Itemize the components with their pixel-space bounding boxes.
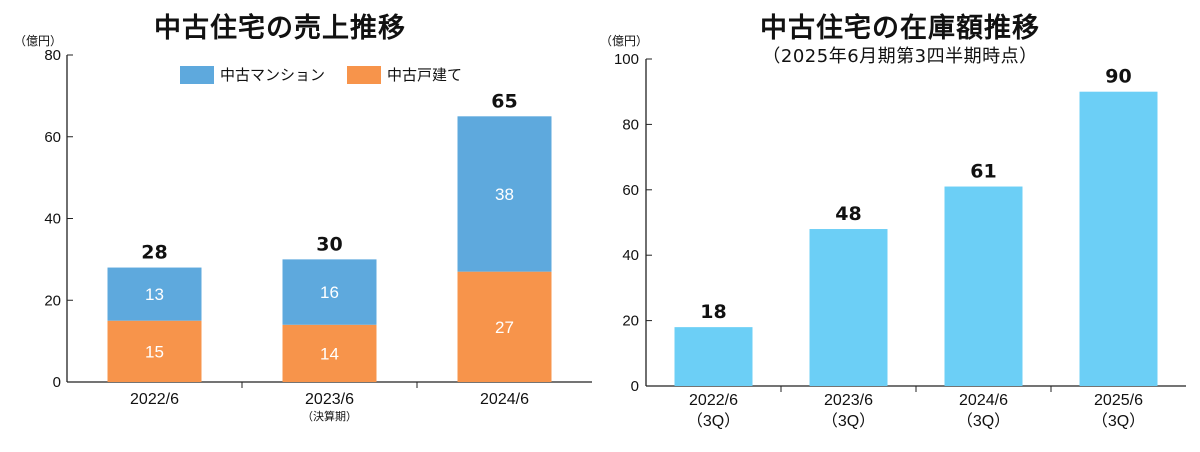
x-tick-note: （決算期） bbox=[302, 409, 357, 423]
y-tick-label: 40 bbox=[622, 247, 639, 264]
x-tick-note: （3Q） bbox=[1092, 412, 1145, 430]
sales-chart-legend: 中古マンション 中古戸建て bbox=[180, 64, 484, 85]
bar-house bbox=[457, 271, 552, 382]
inventory-chart-subtitle: （2025年6月期第3四半期時点） bbox=[762, 46, 1038, 67]
inventory-chart-plot: 0 20 40 60 80 100 18 2022/6 （3Q） 48 2023/6 （3Q） 61 20… bbox=[614, 51, 1186, 430]
x-tick-label: 2025/6 bbox=[1094, 392, 1143, 409]
legend-item-mansion: 中古マンション bbox=[180, 64, 325, 85]
legend-label-house: 中古戸建て bbox=[387, 66, 463, 84]
data-label-house: 27 bbox=[495, 318, 514, 337]
y-tick-label: 40 bbox=[44, 211, 61, 228]
y-tick-label: 80 bbox=[622, 116, 639, 133]
y-tick-label: 60 bbox=[622, 182, 639, 199]
bar-house bbox=[107, 320, 202, 382]
inventory-chart-panel: 中古住宅の在庫額推移 （2025年6月期第3四半期時点） （億円） 0 20 40 6… bbox=[600, 0, 1200, 452]
x-tick-note: （3Q） bbox=[957, 412, 1010, 430]
legend-label-mansion: 中古マンション bbox=[220, 66, 326, 84]
data-label-house: 15 bbox=[145, 342, 164, 361]
value-label: 61 bbox=[970, 161, 996, 183]
bar-inventory bbox=[809, 229, 888, 386]
x-tick-label: 2023/6 bbox=[305, 391, 354, 408]
x-tick-label: 2023/6 bbox=[824, 392, 873, 409]
bar-mansion bbox=[457, 116, 552, 272]
sales-chart-title: 中古住宅の売上推移 bbox=[154, 13, 406, 44]
legend-item-house: 中古戸建て bbox=[347, 64, 462, 85]
sales-chart-unit: （億円） bbox=[14, 34, 63, 48]
total-label: 28 bbox=[141, 242, 167, 264]
bar-mansion bbox=[282, 259, 377, 325]
y-tick-label: 20 bbox=[622, 313, 639, 330]
y-tick-label: 60 bbox=[44, 129, 61, 146]
x-tick-note: （3Q） bbox=[687, 412, 740, 430]
sales-chart-panel: 中古住宅の売上推移 （億円） 中古マンション 中古戸建て 0 20 40 60 80 15… bbox=[14, 13, 592, 423]
x-tick-label: 2022/6 bbox=[689, 392, 738, 409]
data-label-mansion: 16 bbox=[320, 283, 339, 302]
total-label: 30 bbox=[316, 233, 342, 255]
bar-inventory bbox=[1079, 91, 1158, 386]
y-tick-label: 80 bbox=[44, 47, 61, 64]
data-label-mansion: 13 bbox=[145, 285, 164, 304]
y-tick-label: 20 bbox=[44, 292, 61, 309]
bar-house bbox=[282, 324, 377, 382]
data-label-house: 14 bbox=[320, 344, 339, 363]
bar-inventory bbox=[944, 186, 1023, 386]
x-tick-note: （3Q） bbox=[822, 412, 875, 430]
value-label: 18 bbox=[700, 301, 726, 323]
y-tick-label: 0 bbox=[53, 374, 61, 391]
x-tick-label: 2024/6 bbox=[480, 391, 529, 408]
sales-chart-plot: 0 20 40 60 80 15 13 28 2022/6 14 16 30 2023/6（決算期） 27… bbox=[44, 47, 592, 423]
total-label: 65 bbox=[491, 90, 517, 112]
inventory-chart-title: 中古住宅の在庫額推移 bbox=[760, 13, 1040, 44]
y-tick-label: 0 bbox=[631, 378, 639, 395]
x-tick-label: 2022/6 bbox=[130, 391, 179, 408]
data-label-mansion: 38 bbox=[495, 185, 514, 204]
value-label: 48 bbox=[835, 203, 861, 225]
y-tick-label: 100 bbox=[614, 51, 639, 68]
inventory-chart-unit: （億円） bbox=[600, 34, 649, 48]
value-label: 90 bbox=[1105, 66, 1131, 88]
bar-inventory bbox=[674, 327, 753, 386]
x-tick-label: 2024/6 bbox=[959, 392, 1008, 409]
legend-swatch-house bbox=[347, 65, 382, 84]
bar-mansion bbox=[107, 267, 202, 321]
legend-swatch-mansion bbox=[180, 65, 214, 84]
